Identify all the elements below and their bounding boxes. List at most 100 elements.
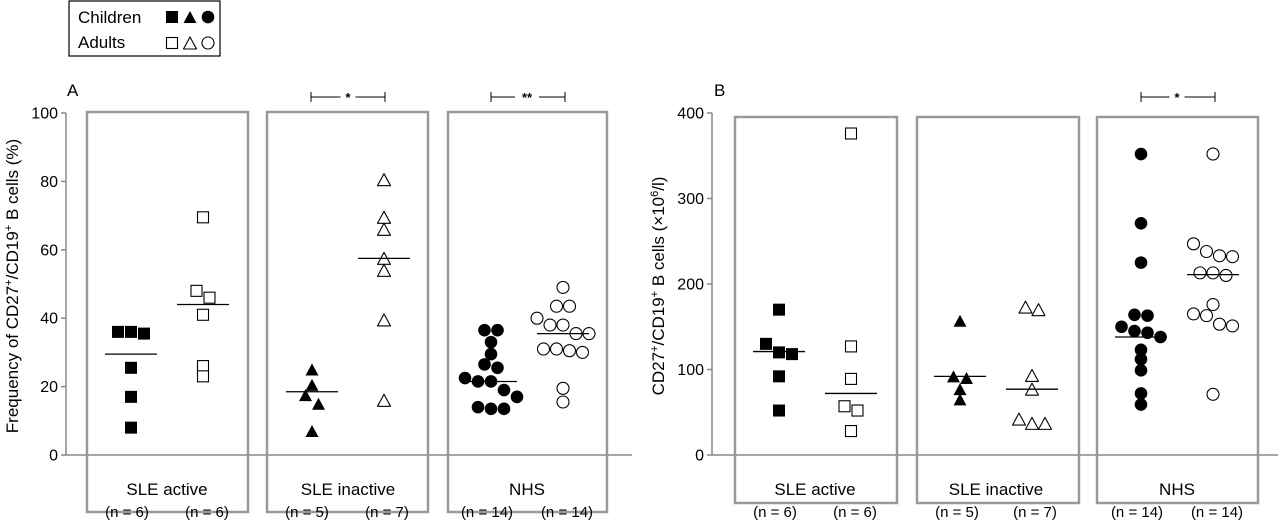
- panel-label: B: [714, 81, 725, 100]
- data-point-filled-circle: [1115, 320, 1128, 334]
- y-tick-label: 40: [40, 311, 58, 328]
- data-point-filled-square: [760, 337, 772, 350]
- series-adults: (n = 6): [825, 127, 877, 521]
- significance-stars: *: [1174, 90, 1180, 105]
- data-point-open-circle: [1206, 297, 1220, 312]
- group-title: SLE inactive: [301, 480, 396, 499]
- significance-bracket: **: [490, 90, 566, 105]
- group-box: [85, 110, 250, 514]
- data-point-filled-circle: [484, 335, 498, 349]
- data-point-filled-triangle: [305, 363, 319, 376]
- data-point-open-circle: [562, 344, 577, 358]
- data-point-open-square: [196, 360, 210, 373]
- data-point-open-circle: [536, 342, 551, 356]
- series-children: (n = 5): [285, 363, 338, 521]
- data-point-open-triangle: [1024, 416, 1040, 430]
- data-point-filled-square: [773, 370, 785, 383]
- data-point-open-circle: [530, 311, 544, 325]
- bracket-gap: [515, 91, 539, 103]
- group-box: [265, 110, 430, 514]
- data-point-filled-triangle: [960, 372, 973, 385]
- data-point-open-triangle: [376, 222, 392, 236]
- n-label: (n = 6): [105, 504, 149, 521]
- data-point-open-square: [196, 308, 210, 321]
- series-children: (n = 14): [458, 323, 524, 521]
- group-sle-active: SLE active (n = 6) (n = 6): [85, 110, 250, 521]
- data-point-filled-square: [773, 346, 785, 359]
- data-point-filled-triangle: [953, 393, 967, 406]
- data-point-open-circle: [1206, 387, 1220, 401]
- legend-marker-filled-circle: [201, 10, 215, 24]
- group-title: SLE inactive: [949, 480, 1044, 499]
- n-label: (n = 5): [285, 504, 329, 521]
- significance-bracket: *: [310, 90, 386, 105]
- data-point-filled-circle: [1128, 308, 1141, 322]
- data-point-open-circle: [1199, 244, 1214, 259]
- n-label: (n = 7): [365, 504, 409, 521]
- data-point-open-square: [196, 211, 210, 224]
- data-point-filled-circle: [1134, 398, 1148, 411]
- data-point-filled-square: [773, 303, 785, 316]
- series-children: (n = 5): [934, 314, 986, 521]
- group-title: SLE active: [126, 480, 207, 499]
- n-label: (n = 14): [541, 504, 593, 521]
- legend-adults-markers: [165, 36, 215, 50]
- legend-marker-filled-triangle: [183, 11, 197, 23]
- data-point-filled-circle: [1134, 147, 1148, 161]
- y-tick-label: 0: [49, 448, 58, 465]
- data-point-filled-circle: [1134, 364, 1148, 377]
- data-point-filled-circle: [1134, 352, 1148, 366]
- data-point-open-square: [851, 404, 864, 417]
- data-point-filled-triangle: [953, 383, 967, 396]
- data-point-open-triangle: [1024, 368, 1040, 383]
- legend-adults-label: Adults: [78, 33, 125, 52]
- n-label: (n = 14): [461, 504, 513, 521]
- significance-bracket: *: [1140, 90, 1216, 105]
- group-box: [915, 115, 1081, 505]
- data-point-open-triangle: [376, 393, 392, 407]
- n-label: (n = 6): [185, 504, 229, 521]
- n-label: (n = 14): [1111, 504, 1163, 521]
- legend-marker-filled-square: [166, 11, 178, 23]
- data-point-filled-circle: [497, 402, 511, 416]
- data-point-open-circle: [556, 395, 570, 409]
- data-point-open-circle: [1206, 266, 1220, 280]
- n-label: (n = 6): [753, 504, 797, 521]
- data-point-open-square: [844, 372, 858, 385]
- data-point-filled-triangle: [305, 425, 319, 438]
- n-label: (n = 7): [1013, 504, 1057, 521]
- data-point-filled-circle: [484, 402, 498, 416]
- group-title: NHS: [509, 480, 545, 499]
- panel-label: A: [67, 81, 79, 100]
- data-point-open-circle: [1219, 268, 1233, 283]
- data-point-open-square: [844, 127, 858, 140]
- legend-children-label: Children: [78, 8, 141, 27]
- data-point-open-square: [844, 340, 858, 353]
- data-point-open-circle: [1186, 237, 1201, 251]
- group-nhs: NHS ** (n = 14) (n = 14): [446, 90, 609, 521]
- data-point-filled-square: [125, 361, 137, 374]
- series-adults: (n = 6): [177, 211, 229, 521]
- n-label: (n = 14): [1191, 504, 1243, 521]
- data-point-open-triangle: [1018, 300, 1033, 314]
- data-point-filled-triangle: [299, 389, 312, 402]
- data-point-filled-circle: [471, 400, 485, 414]
- chart-panel-A: A 0 20 40 60 80 100 Frequency of CD27+/CD19+ B …: [3, 81, 632, 521]
- y-tick-label: 100: [677, 362, 704, 379]
- y-tick-label: 80: [40, 174, 58, 191]
- y-tick-label: 100: [31, 106, 58, 123]
- data-point-filled-square: [138, 327, 150, 340]
- group-box: [1095, 115, 1260, 505]
- data-point-open-circle: [1212, 249, 1227, 263]
- data-point-filled-circle: [1134, 216, 1148, 230]
- data-point-open-circle: [1225, 319, 1240, 333]
- group-sle-active: SLE active (n = 6) (n = 6): [733, 115, 899, 521]
- significance-stars: **: [522, 90, 533, 105]
- data-point-open-circle: [556, 280, 570, 294]
- data-point-filled-circle: [458, 371, 472, 385]
- data-point-open-circle: [556, 318, 570, 332]
- data-point-filled-circle: [510, 390, 524, 404]
- y-tick-label: 300: [677, 191, 704, 208]
- y-tick-label: 60: [40, 242, 58, 259]
